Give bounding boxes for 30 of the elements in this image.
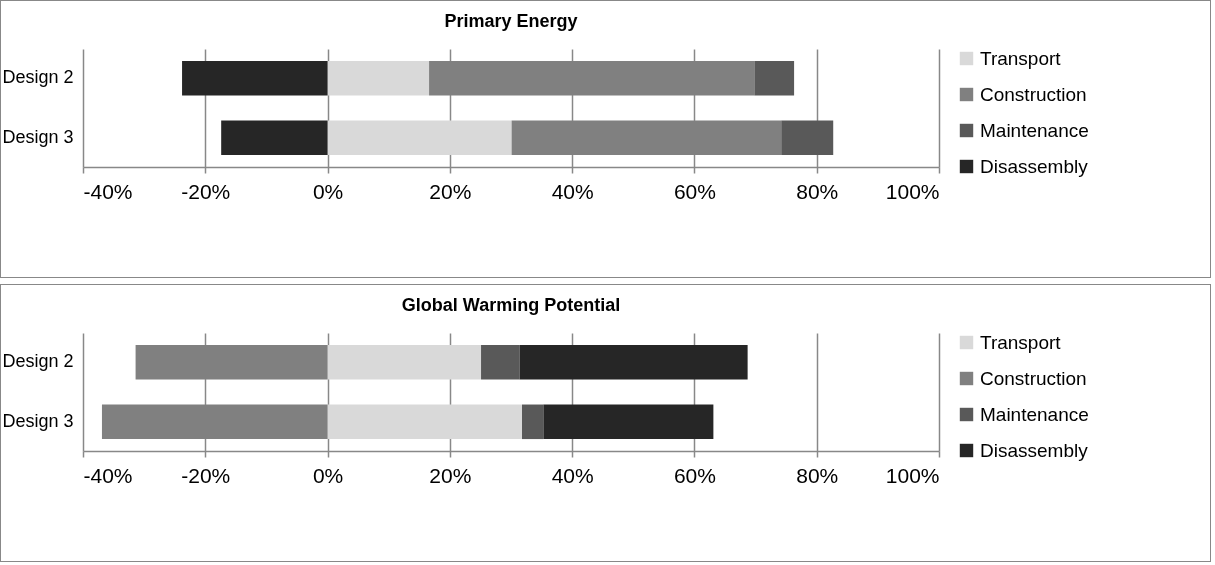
legend-label: Construction (980, 83, 1087, 105)
y-tick-label: Design 2 (2, 67, 74, 88)
legend-label: Transport (980, 331, 1062, 353)
legend-label: Transport (980, 47, 1062, 69)
x-tick-label: 60% (673, 463, 716, 487)
x-tick-label: 60% (673, 179, 716, 203)
x-tick-label: -20% (181, 179, 231, 203)
x-tick-label: 0% (312, 179, 344, 203)
x-tick-label: 40% (551, 179, 594, 203)
x-tick-label: 80% (796, 179, 839, 203)
legend-label: Construction (980, 367, 1087, 389)
x-tick-label: 40% (551, 463, 594, 487)
x-tick-label: 100% (885, 463, 940, 487)
x-tick-label: -40% (83, 179, 133, 203)
y-tick-label: Design 3 (2, 126, 74, 147)
chart-title: Primary Energy (444, 11, 578, 31)
chart-title: Global Warming Potential (401, 295, 621, 315)
x-tick-label: -20% (181, 463, 231, 487)
legend-label: Maintenance (980, 403, 1089, 425)
legend-label: Maintenance (980, 119, 1089, 141)
x-tick-label: 80% (796, 463, 839, 487)
y-tick-label: Design 2 (2, 351, 74, 372)
x-tick-label: 100% (885, 179, 940, 203)
x-tick-label: -40% (83, 463, 133, 487)
legend-label: Disassembly (980, 439, 1089, 461)
y-tick-label: Design 3 (2, 410, 74, 431)
x-tick-label: 0% (312, 463, 344, 487)
x-tick-label: 20% (429, 463, 472, 487)
x-tick-label: 20% (429, 179, 472, 203)
legend-label: Disassembly (980, 155, 1089, 177)
